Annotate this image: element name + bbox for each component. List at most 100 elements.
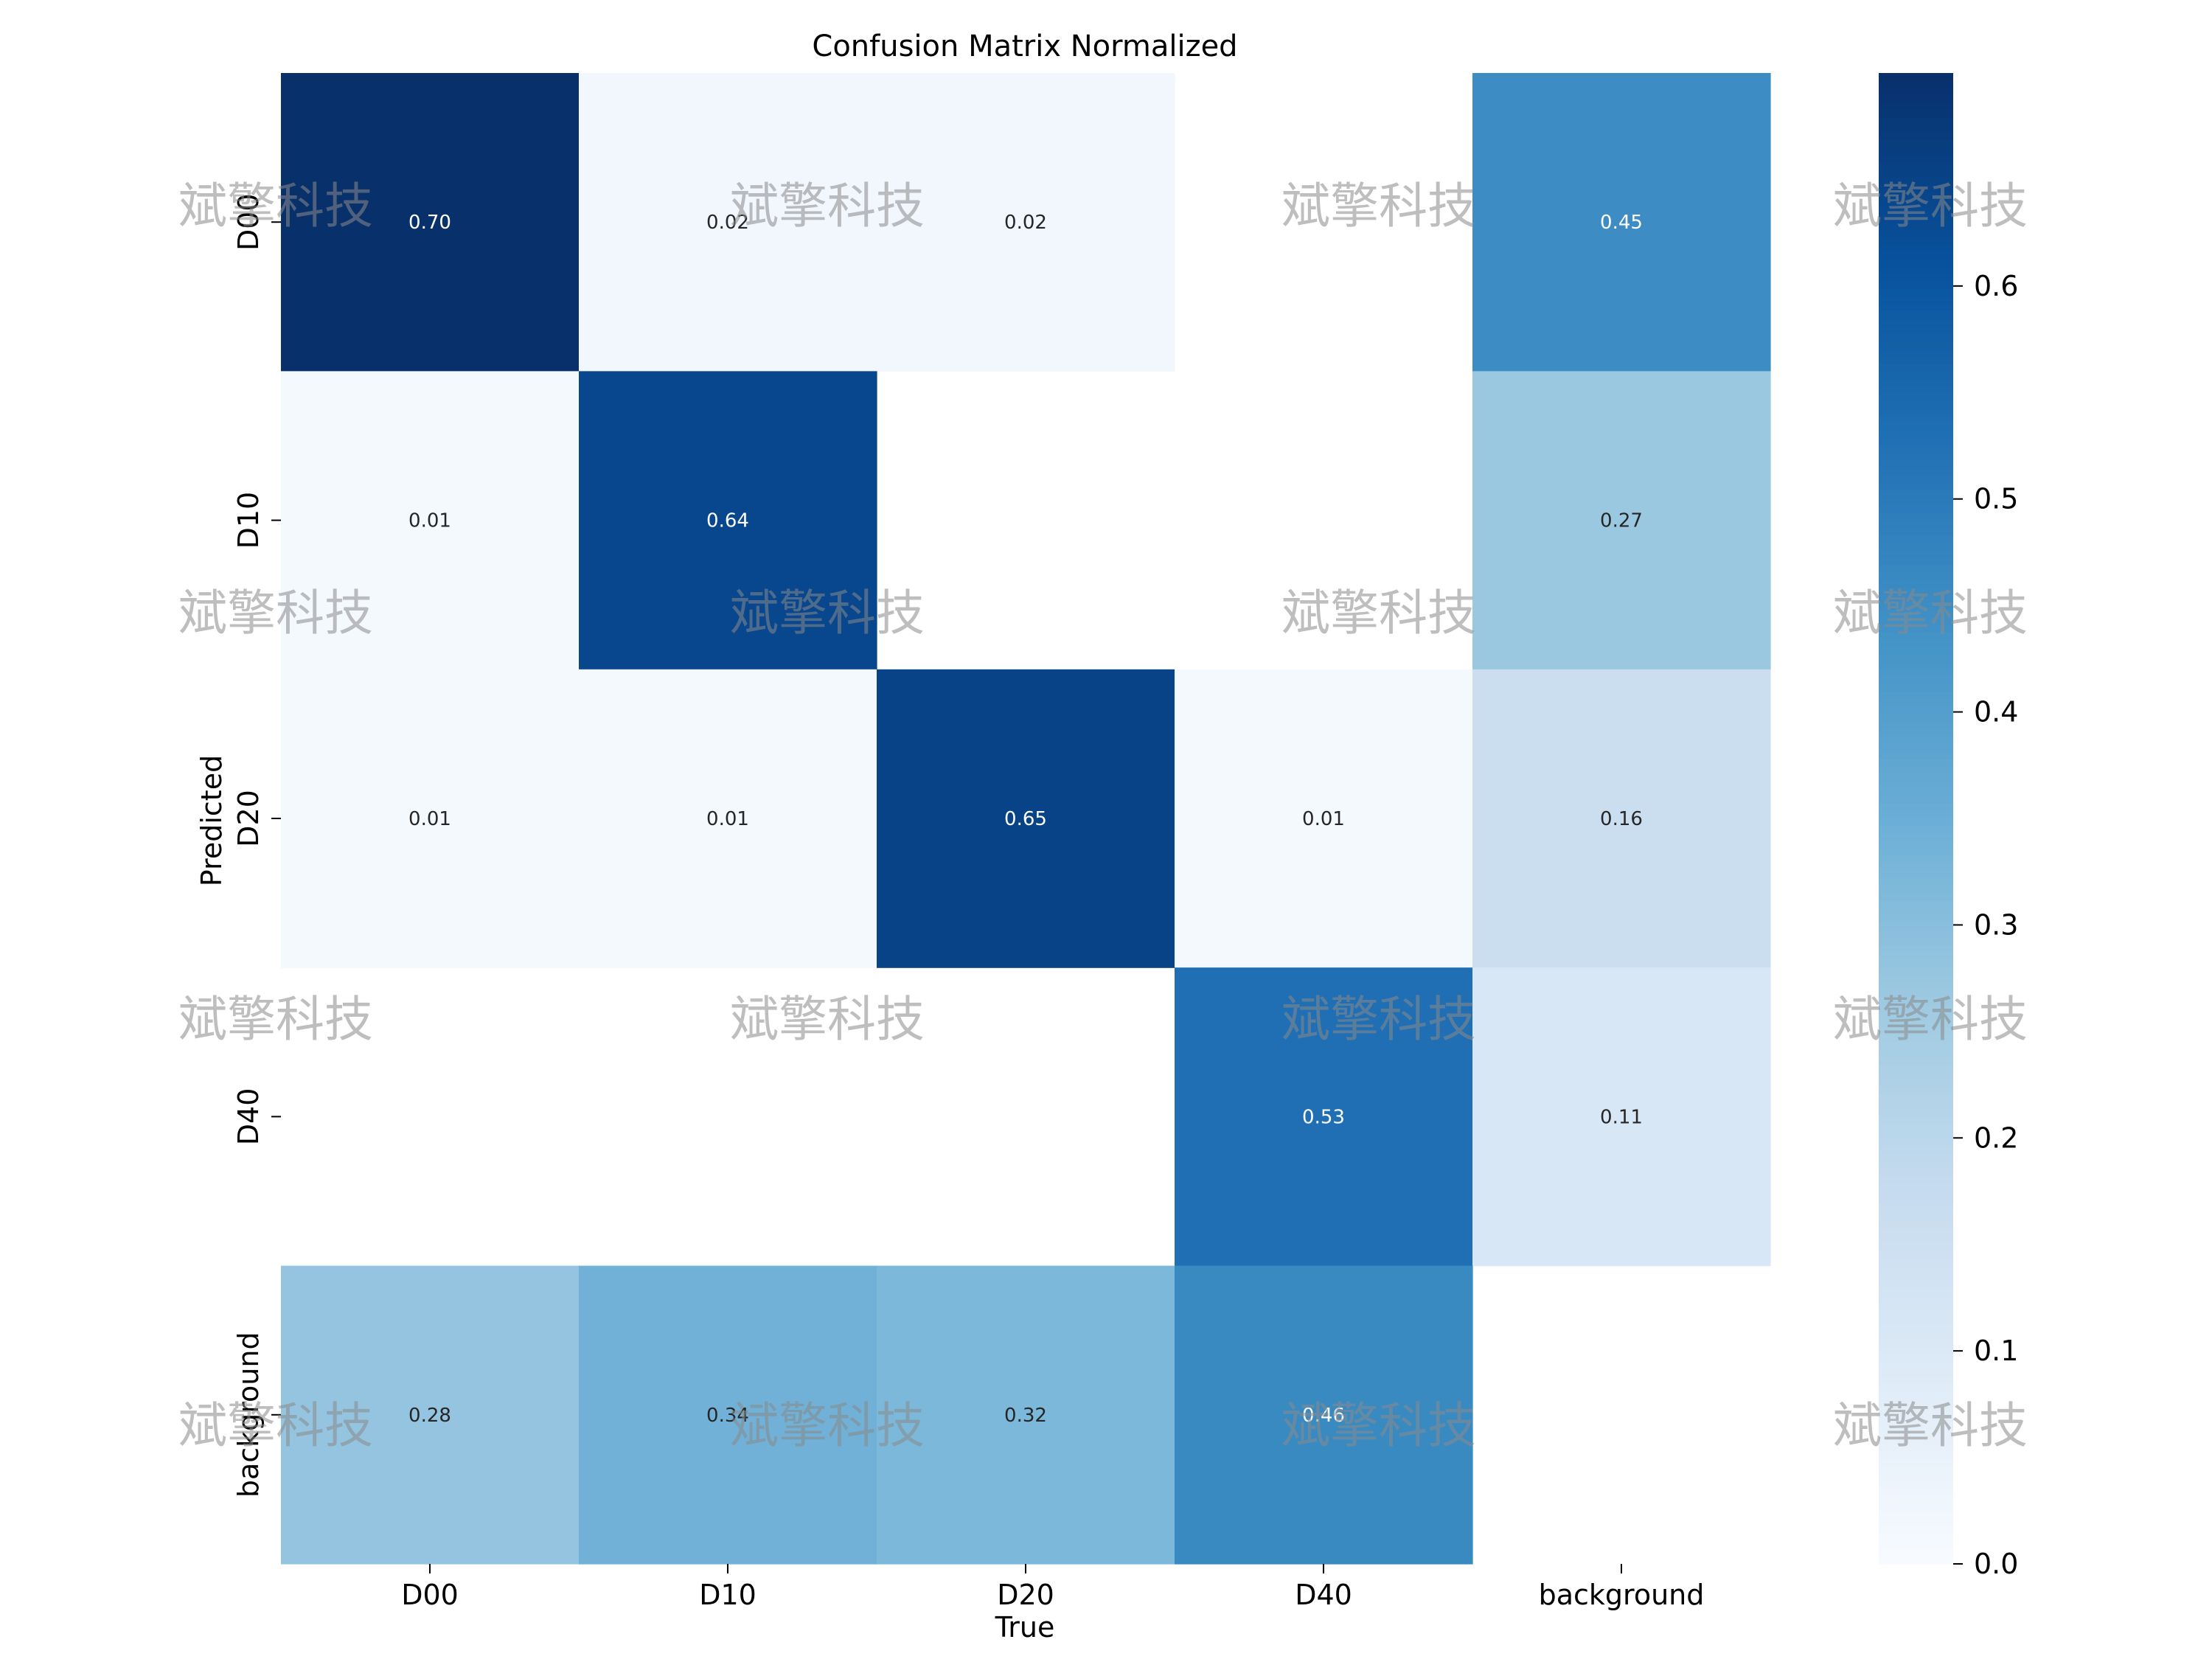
colorbar-segment — [1879, 1519, 1953, 1528]
colorbar-segment — [1879, 1541, 1953, 1550]
colorbar-segment — [1879, 699, 1953, 708]
colorbar-segment — [1879, 1064, 1953, 1073]
colorbar-segment — [1879, 527, 1953, 536]
colorbar: 0.0 0.1 0.2 0.3 0.4 0.5 0.6 — [1879, 73, 2018, 1580]
colorbar-segment — [1879, 1034, 1953, 1043]
colorbar-segment — [1879, 1153, 1953, 1162]
colorbar-segment — [1879, 259, 1953, 268]
colorbar-segment — [1879, 728, 1953, 737]
colorbar-segment — [1879, 1452, 1953, 1461]
colorbar-segment — [1879, 282, 1953, 290]
colorbar-segment — [1879, 1086, 1953, 1095]
colorbar-segment — [1879, 676, 1953, 685]
colorbar-segment — [1879, 788, 1953, 797]
colorbar-segment — [1879, 1526, 1953, 1535]
colorbar-segment — [1879, 1027, 1953, 1035]
colorbar-segment — [1879, 542, 1953, 551]
colorbar-segment — [1879, 1467, 1953, 1475]
heatmap-cell — [281, 1265, 580, 1565]
colorbar-segment — [1879, 431, 1953, 439]
x-tick-label: D20 — [997, 1579, 1054, 1611]
colorbar-segment — [1879, 803, 1953, 812]
watermark-text: 斌擎科技 — [730, 585, 925, 641]
cell-value-label: 0.01 — [408, 510, 451, 532]
colorbar-segment — [1879, 1407, 1953, 1416]
colorbar-segment — [1879, 162, 1953, 171]
colorbar-segment — [1879, 773, 1953, 782]
colorbar-segment — [1879, 1385, 1953, 1394]
colorbar-segment — [1879, 1303, 1953, 1312]
heatmap-cell — [1472, 73, 1771, 372]
colorbar-segment — [1879, 460, 1953, 469]
heatmap-cell — [579, 669, 877, 968]
watermark-text: 斌擎科技 — [1833, 1397, 2028, 1454]
colorbar-segment — [1879, 1109, 1953, 1118]
colorbar-segment — [1879, 594, 1953, 603]
heatmap-cell — [281, 669, 580, 968]
colorbar-segment — [1879, 400, 1953, 409]
colorbar-segment — [1879, 378, 1953, 387]
colorbar-segment — [1879, 661, 1953, 670]
colorbar-segment — [1879, 617, 1953, 625]
watermark-text: 斌擎科技 — [730, 1397, 925, 1454]
colorbar-segment — [1879, 177, 1953, 186]
colorbar-segment — [1879, 565, 1953, 574]
colorbar-segment — [1879, 997, 1953, 1006]
watermark-text: 斌擎科技 — [1281, 991, 1476, 1048]
colorbar-segment — [1879, 535, 1953, 543]
colorbar-segment — [1879, 1481, 1953, 1490]
colorbar-tick-label: 0.1 — [1974, 1335, 2018, 1367]
cell-value-label: 0.34 — [706, 1405, 749, 1427]
heatmap-cell — [281, 73, 580, 372]
colorbar-segment — [1879, 1363, 1953, 1371]
colorbar-segment — [1879, 1169, 1953, 1178]
colorbar-segment — [1879, 319, 1953, 327]
colorbar-segment — [1879, 199, 1953, 208]
cell-value-label: 0.46 — [1302, 1405, 1345, 1427]
cell-value-label: 0.27 — [1600, 510, 1643, 532]
colorbar-segment — [1879, 1414, 1953, 1423]
y-axis: D00 D10 D20 D40 background — [232, 193, 281, 1498]
heatmap-cells — [281, 73, 1771, 1565]
colorbar-segment — [1879, 1079, 1953, 1088]
colorbar-segment — [1879, 654, 1953, 663]
x-axis-label: True — [995, 1611, 1055, 1644]
colorbar-segment — [1879, 960, 1953, 968]
colorbar-segment — [1879, 967, 1953, 976]
colorbar-tick-label: 0.5 — [1974, 483, 2018, 515]
heatmap-cell — [1175, 1265, 1473, 1565]
colorbar-segment — [1879, 229, 1953, 238]
colorbar-segment — [1879, 1124, 1953, 1133]
colorbar-segment — [1879, 1012, 1953, 1020]
watermark-text: 斌擎科技 — [178, 585, 373, 641]
colorbar-segment — [1879, 423, 1953, 432]
colorbar-segment — [1879, 1206, 1953, 1214]
colorbar-segment — [1879, 289, 1953, 298]
colorbar-segment — [1879, 1220, 1953, 1229]
colorbar-segment — [1879, 393, 1953, 402]
colorbar-segment — [1879, 1474, 1953, 1483]
colorbar-segment — [1879, 1138, 1953, 1147]
colorbar-segment — [1879, 222, 1953, 231]
colorbar-segment — [1879, 1146, 1953, 1155]
colorbar-segment — [1879, 1422, 1953, 1430]
cell-value-label: 0.45 — [1600, 212, 1643, 234]
y-tick-label: D00 — [232, 193, 265, 251]
colorbar-segment — [1879, 155, 1953, 164]
colorbar-segment — [1879, 333, 1953, 342]
colorbar-segment — [1879, 841, 1953, 849]
colorbar-segment — [1879, 117, 1953, 126]
colorbar-segment — [1879, 1370, 1953, 1379]
colorbar-segment — [1879, 416, 1953, 424]
colorbar-segment — [1879, 982, 1953, 991]
colorbar-segment — [1879, 1161, 1953, 1169]
colorbar-segment — [1879, 870, 1953, 879]
heatmap-cell-labels: 0.70 0.02 0.02 0.45 0.01 0.64 0.27 0.01 0.01 0.65… — [408, 212, 1643, 1427]
heatmap-cell — [1472, 967, 1771, 1267]
colorbar-segment — [1879, 1071, 1953, 1080]
colorbar-segment — [1879, 781, 1953, 790]
colorbar-segment — [1879, 714, 1953, 723]
x-tick-label: D10 — [699, 1579, 757, 1611]
colorbar-segment — [1879, 922, 1953, 931]
